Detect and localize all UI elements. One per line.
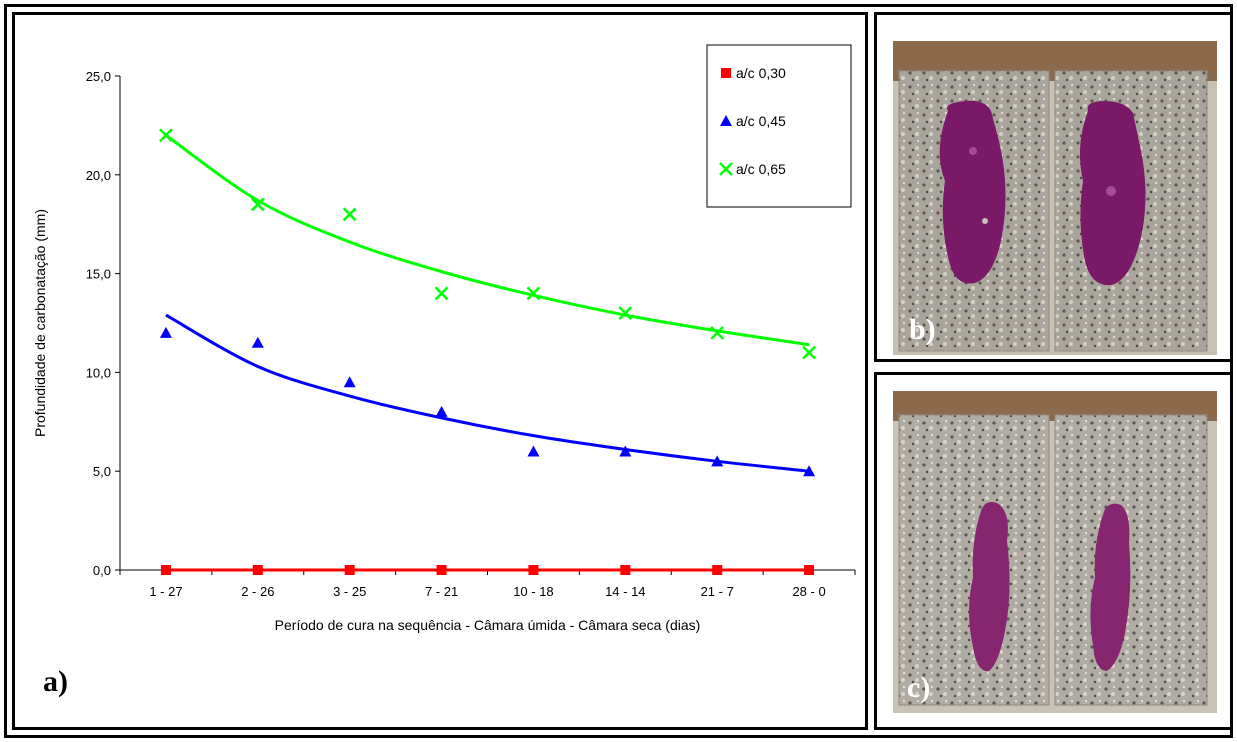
x-tick-label: 7 - 21 xyxy=(425,584,458,599)
x-tick-label: 28 - 0 xyxy=(792,584,825,599)
data-markers xyxy=(159,128,816,575)
data-point-x xyxy=(526,286,541,301)
x-tick-label: 1 - 27 xyxy=(149,584,182,599)
x-tick-label: 2 - 26 xyxy=(241,584,274,599)
data-point-x xyxy=(159,128,173,143)
y-tick-label: 20,0 xyxy=(86,168,111,183)
x-tick-label: 21 - 7 xyxy=(701,584,734,599)
data-point-triangle xyxy=(159,326,172,338)
panel-b-label: b) xyxy=(909,313,936,346)
data-point-x xyxy=(250,197,265,212)
legend-label: a/c 0,30 xyxy=(736,65,786,81)
x-tick-label: 14 - 14 xyxy=(605,584,645,599)
y-axis-title: Profundidade de carbonatação (mm) xyxy=(32,209,48,437)
specimen-photo-c xyxy=(893,391,1217,713)
data-point-triangle xyxy=(251,336,264,348)
x-axis-title: Período de cura na sequência - Câmara úm… xyxy=(275,617,701,633)
legend-marker-x xyxy=(719,162,733,176)
data-point-triangle xyxy=(435,405,448,417)
data-point-triangle xyxy=(343,376,356,388)
x-tick-label: 3 - 25 xyxy=(333,584,366,599)
data-point-x xyxy=(342,207,357,222)
data-point-square xyxy=(160,565,171,575)
panel-c-photo: c) xyxy=(874,372,1233,730)
legend-label: a/c 0,45 xyxy=(736,113,786,129)
y-tick-label: 5,0 xyxy=(93,464,111,479)
data-point-x xyxy=(618,306,633,321)
carbonation-chart: 0,0 5,0 10,0 15,0 20,0 25,0 1 - 27 2 - 26 3 - 25… xyxy=(32,44,856,633)
data-point-square xyxy=(804,565,815,575)
legend-label: a/c 0,65 xyxy=(736,161,786,177)
y-tick-label: 10,0 xyxy=(86,365,111,380)
panel-c-label: c) xyxy=(907,671,931,704)
data-point-triangle xyxy=(803,465,816,477)
data-point-x xyxy=(802,345,816,360)
specimen-image-b xyxy=(893,41,1217,355)
data-point-square xyxy=(252,565,263,575)
panel-a-chart: 0,0 5,0 10,0 15,0 20,0 25,0 1 - 27 2 - 26 3 - 25… xyxy=(12,12,868,730)
data-point-square xyxy=(712,565,723,575)
legend: a/c 0,30 a/c 0,45 a/c 0,65 xyxy=(706,44,852,208)
data-point-triangle xyxy=(711,455,724,467)
y-tick-label: 15,0 xyxy=(86,267,111,282)
data-point-triangle xyxy=(619,445,632,457)
data-point-square xyxy=(344,565,355,575)
data-point-square xyxy=(620,565,631,575)
data-point-triangle xyxy=(527,445,540,457)
specimen-image-c xyxy=(893,391,1217,713)
legend-marker-square xyxy=(721,68,731,78)
specimen-photo-b xyxy=(893,41,1217,355)
trend-line-triangle xyxy=(165,313,810,473)
data-point-square xyxy=(528,565,539,575)
x-tick-label: 10 - 18 xyxy=(513,584,553,599)
panel-a-label: a) xyxy=(43,665,68,698)
tick-labels: 0,0 5,0 10,0 15,0 20,0 25,0 1 - 27 2 - 26 3 - 25… xyxy=(86,69,856,599)
panel-b-photo: b) xyxy=(874,12,1233,362)
data-point-square xyxy=(436,565,447,575)
data-point-x xyxy=(710,325,725,340)
y-tick-label: 0,0 xyxy=(93,563,111,578)
legend-marker-triangle xyxy=(720,115,732,126)
data-point-x xyxy=(434,286,449,301)
y-tick-label: 25,0 xyxy=(86,69,111,84)
